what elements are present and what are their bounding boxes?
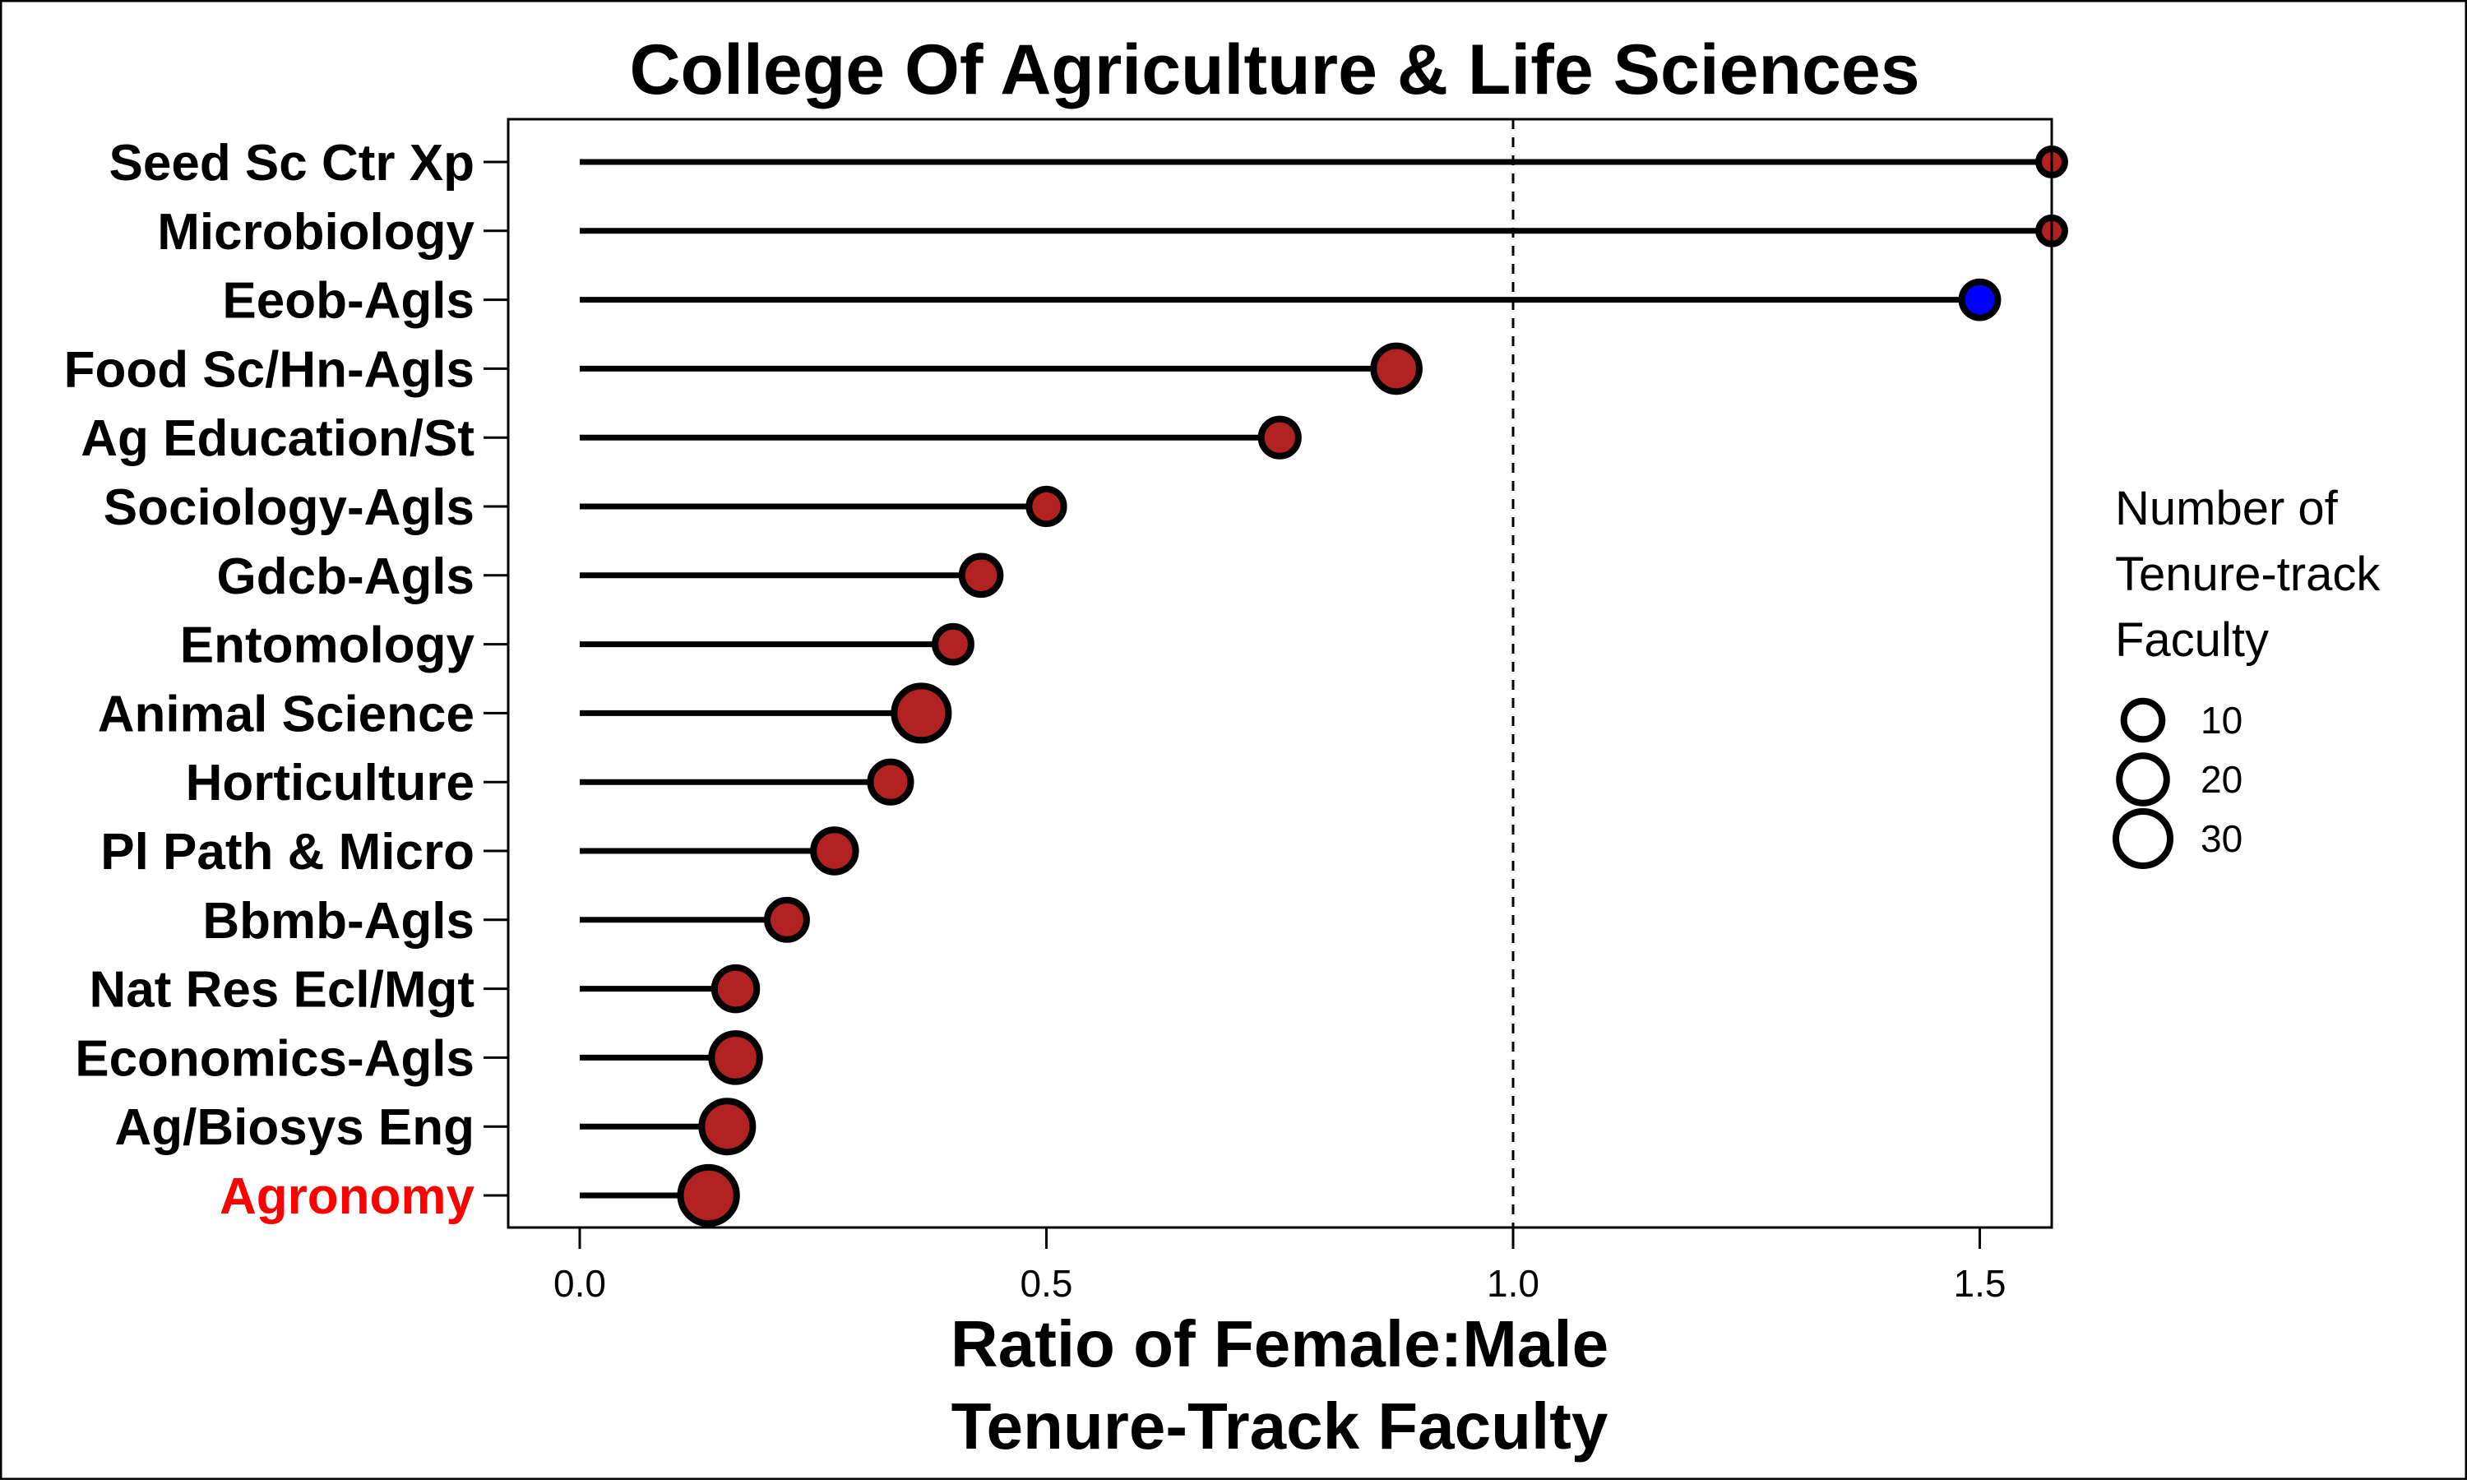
point-animal-science (891, 682, 952, 744)
point-sociology-agls (1025, 485, 1067, 528)
point-ag-education-st (1257, 415, 1302, 460)
point-nat-res-ecl-mgt (710, 964, 761, 1014)
x-axis: 0.0 0.5 1.0 1.5 (553, 1227, 2006, 1305)
point-economics-agls (708, 1030, 763, 1085)
x-axis-label-line-1: Ratio of Female:Male (951, 1307, 1608, 1380)
y-tick-label-horticulture: Horticulture (186, 755, 474, 811)
y-axis: Seed Sc Ctr Xp Microbiology Eeob-Agls Food … (64, 135, 508, 1225)
y-tick-label-food-sc-hn-agls: Food Sc/Hn-Agls (64, 341, 474, 398)
point-eeob-agls (1958, 278, 2002, 321)
x-tick-label-3: 1.5 (1954, 1262, 2006, 1305)
legend-label-30: 30 (2201, 817, 2243, 860)
y-tick-label-bbmb-agls: Bbmb-Agls (202, 893, 474, 950)
point-horticulture (867, 758, 914, 806)
y-tick-label-seed-sc-ctr-xp: Seed Sc Ctr Xp (109, 135, 474, 192)
plot-content (580, 146, 2068, 1227)
plot-panel (507, 118, 2053, 1229)
y-tick-label-eeob-agls: Eeob-Agls (222, 273, 474, 330)
legend-circle-10 (2120, 697, 2166, 743)
legend-title-line-2: Tenure-track (2115, 548, 2381, 601)
point-pl-path-micro (810, 826, 859, 876)
y-tick-label-entomology: Entomology (180, 617, 475, 674)
legend-faculty-count: Number of Tenure-track Faculty 10 20 30 (2112, 482, 2381, 870)
point-ag-biosys-eng (698, 1098, 757, 1156)
legend-title-line-3: Faculty (2115, 613, 2269, 667)
y-tick-label-agronomy: Agronomy (220, 1168, 475, 1225)
x-tick-label-0: 0.0 (553, 1262, 606, 1305)
point-agronomy (677, 1163, 740, 1227)
y-tick-label-pl-path-micro: Pl Path & Micro (100, 824, 474, 881)
y-tick-label-sociology-agls: Sociology-Agls (104, 479, 474, 536)
legend-title-line-1: Number of (2115, 482, 2339, 535)
y-tick-label-animal-science: Animal Science (98, 686, 474, 742)
legend-circle-20 (2116, 752, 2170, 807)
point-food-sc-hn-agls (1370, 342, 1423, 395)
y-tick-label-ag-biosys-eng: Ag/Biosys Eng (114, 1099, 474, 1156)
point-entomology (932, 622, 974, 666)
point-bbmb-agls (764, 896, 810, 943)
y-tick-label-economics-agls: Economics-Agls (75, 1030, 474, 1087)
legend-entries: 10 20 30 (2112, 697, 2243, 870)
y-tick-label-ag-education-st: Ag Education/St (81, 410, 474, 467)
point-gdcb-agls (958, 552, 1004, 599)
y-tick-label-gdcb-agls: Gdcb-Agls (217, 548, 474, 605)
x-axis-label-line-2: Tenure-Track Faculty (951, 1389, 1608, 1463)
x-tick-label-2: 1.0 (1487, 1262, 1539, 1305)
x-tick-label-1: 0.5 (1021, 1262, 1073, 1305)
y-tick-label-microbiology: Microbiology (157, 204, 474, 261)
y-tick-label-nat-res-ecl-mgt: Nat Res Ecl/Mgt (89, 962, 474, 1019)
chart-title: College Of Agriculture & Life Sciences (629, 30, 1919, 109)
legend-label-10: 10 (2201, 699, 2243, 742)
legend-label-20: 20 (2201, 758, 2243, 801)
legend-circle-30 (2112, 807, 2174, 870)
